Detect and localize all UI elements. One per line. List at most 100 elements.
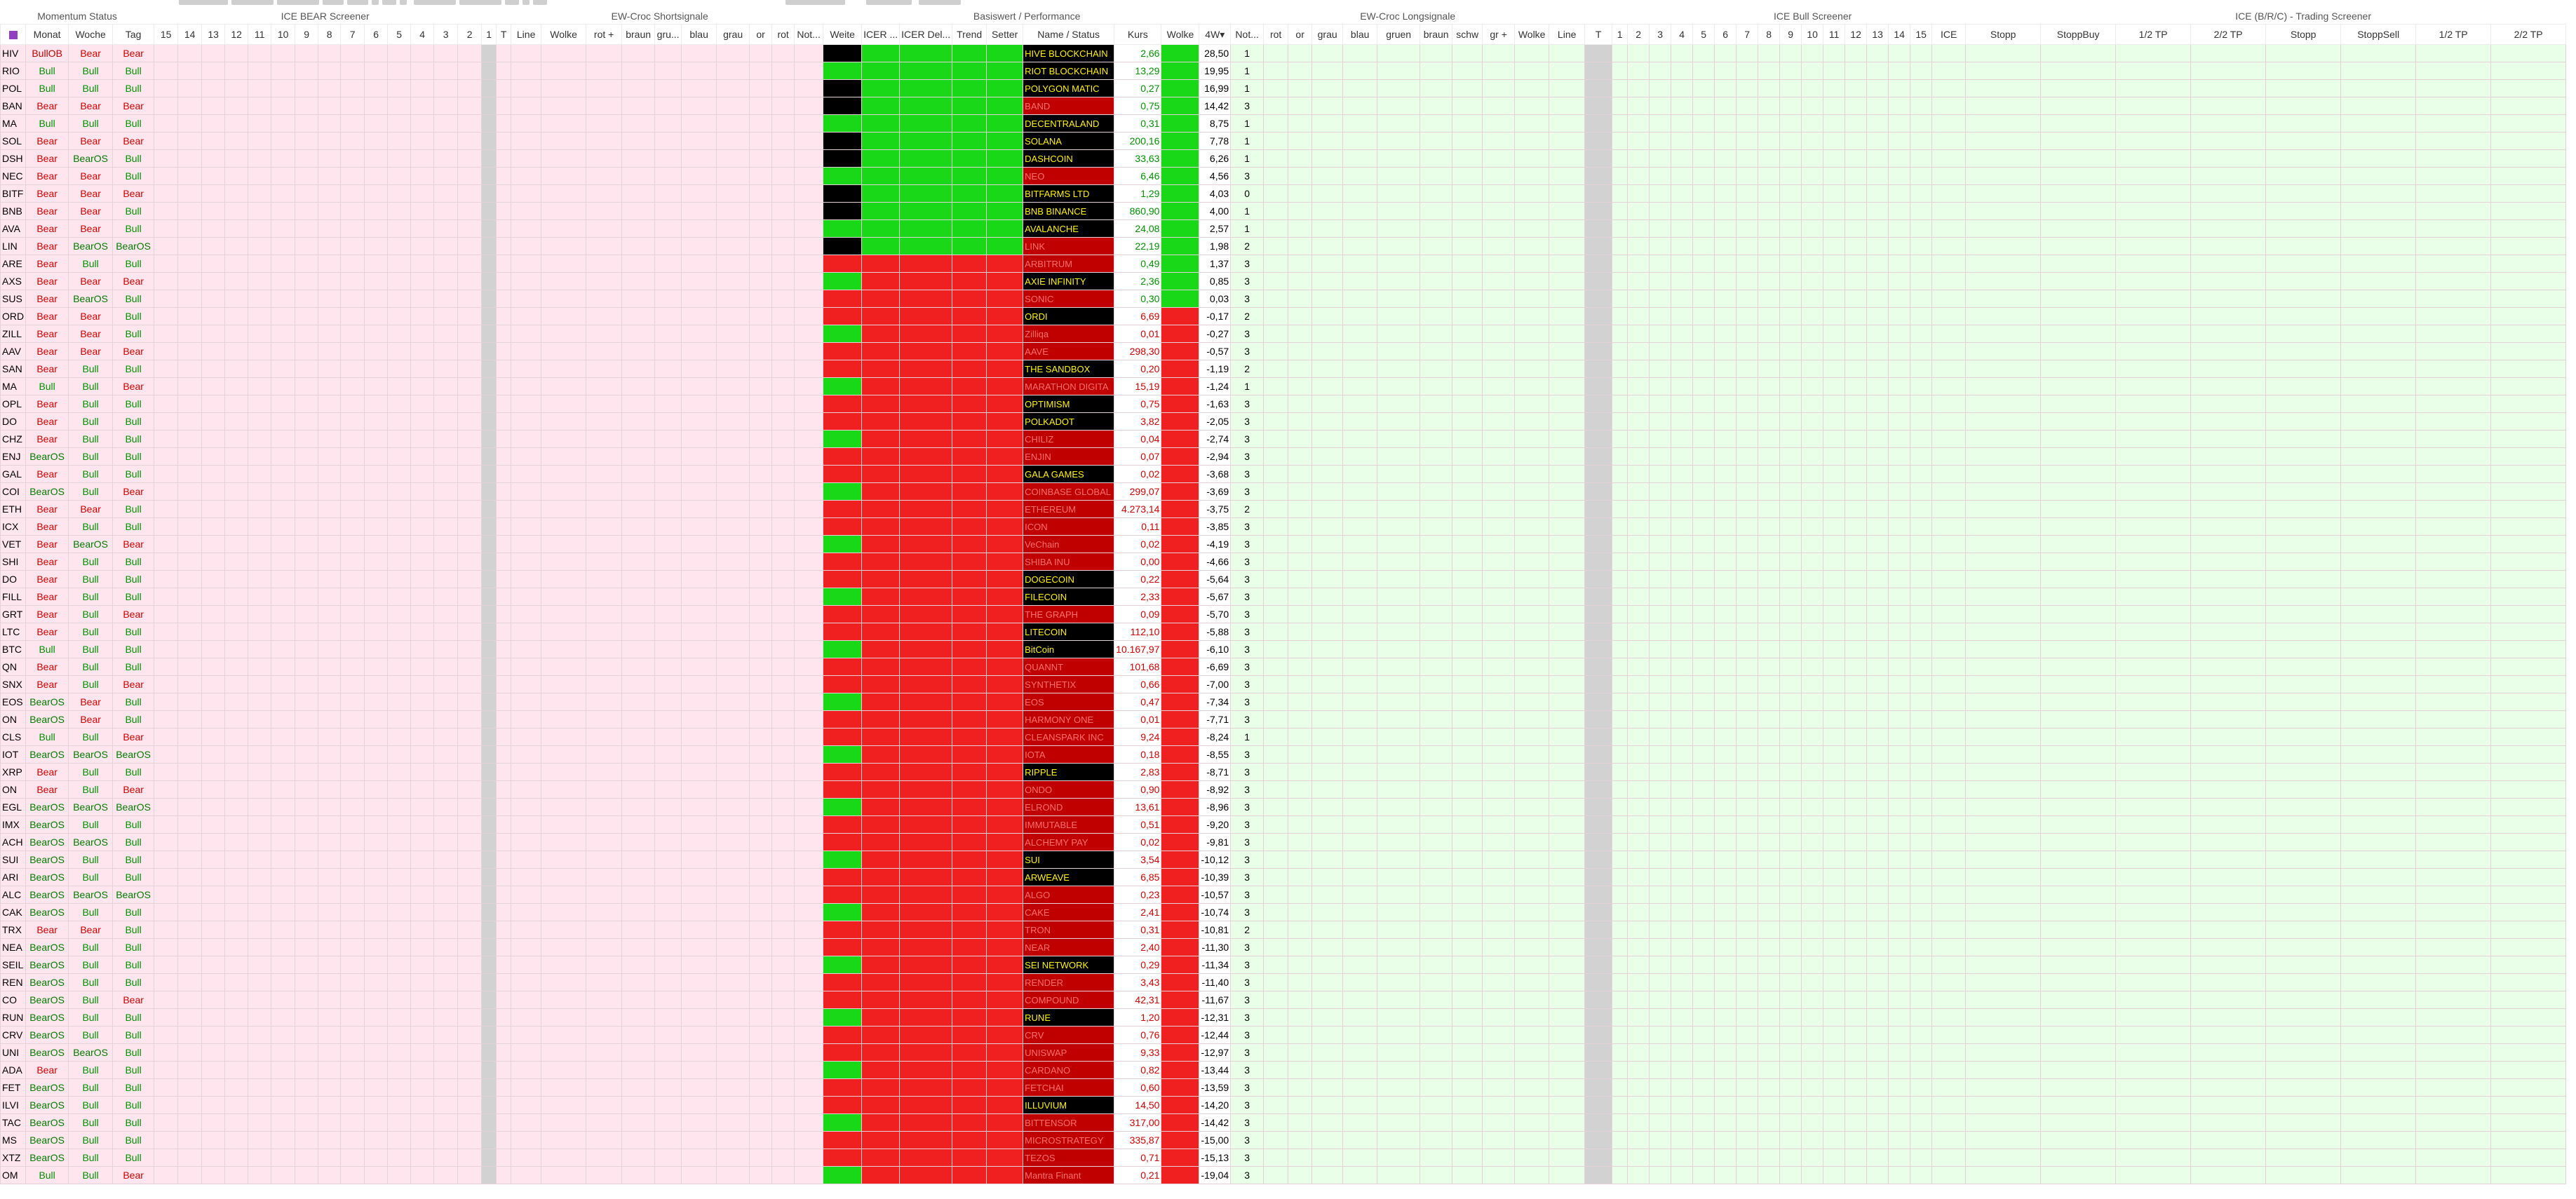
table-row[interactable]: IMX BearOS Bull Bull IMMUTABLE 0,51 -9,20 3: [0, 815, 2567, 834]
name-status-cell[interactable]: QUANNT: [1023, 658, 1115, 676]
table-row[interactable]: TAC BearOS Bull Bull BITTENSOR 317,00 -14,42 3: [0, 1113, 2567, 1132]
ticker-cell[interactable]: RIO: [0, 62, 27, 80]
name-status-cell[interactable]: SONIC: [1023, 290, 1115, 308]
name-status-cell[interactable]: BITFARMS LTD: [1023, 184, 1115, 203]
ticker-cell[interactable]: CLS: [0, 728, 27, 746]
name-status-cell[interactable]: ILLUVIUM: [1023, 1096, 1115, 1114]
name-status-cell[interactable]: POLYGON MATIC: [1023, 79, 1115, 97]
table-row[interactable]: LIN Bear BearOS BearOS LINK 22,19 1,98 2: [0, 237, 2567, 255]
table-row[interactable]: ENJ BearOS Bull Bull ENJIN 0,07 -2,94 3: [0, 447, 2567, 466]
name-status-cell[interactable]: LITECOIN: [1023, 623, 1115, 641]
column-header[interactable]: blau: [1342, 24, 1378, 45]
toolbar-button[interactable]: [414, 0, 456, 5]
table-row[interactable]: AAV Bear Bear Bear AAVE 298,30 -0,57 3: [0, 342, 2567, 360]
name-status-cell[interactable]: AVALANCHE: [1023, 219, 1115, 238]
column-header[interactable]: 2: [457, 24, 483, 45]
column-header[interactable]: Wolke: [1161, 24, 1200, 45]
name-status-cell[interactable]: SUI: [1023, 851, 1115, 869]
ticker-cell[interactable]: DSH: [0, 149, 27, 168]
name-status-cell[interactable]: RUNE: [1023, 1008, 1115, 1027]
ticker-cell[interactable]: SEIL: [0, 956, 27, 974]
column-header[interactable]: Stopp: [2265, 24, 2342, 45]
table-row[interactable]: GRT Bear Bull Bear THE GRAPH 0,09 -5,70 3: [0, 605, 2567, 623]
ticker-cell[interactable]: QN: [0, 658, 27, 676]
ticker-cell[interactable]: ZILL: [0, 325, 27, 343]
ticker-cell[interactable]: CAK: [0, 903, 27, 921]
ticker-cell[interactable]: IMX: [0, 815, 27, 834]
toolbar-button[interactable]: [400, 0, 407, 5]
ticker-cell[interactable]: SOL: [0, 132, 27, 150]
name-status-cell[interactable]: MARATHON DIGITA: [1023, 377, 1115, 395]
table-row[interactable]: XRP Bear Bull Bull RIPPLE 2,83 -8,71 3: [0, 763, 2567, 781]
column-header[interactable]: Wolke: [541, 24, 587, 45]
ticker-cell[interactable]: ON: [0, 710, 27, 729]
column-header[interactable]: or: [749, 24, 773, 45]
ticker-cell[interactable]: MA: [0, 114, 27, 133]
table-row[interactable]: BAN Bear Bear Bear BAND 0,75 14,42 3: [0, 97, 2567, 115]
toolbar-button[interactable]: [382, 0, 396, 5]
column-header[interactable]: 2/2 TP: [2190, 24, 2267, 45]
table-row[interactable]: DO Bear Bull Bull POLKADOT 3,82 -2,05 3: [0, 412, 2567, 431]
column-header[interactable]: Wolke: [1514, 24, 1550, 45]
column-header[interactable]: Name / Status: [1023, 24, 1115, 45]
column-header[interactable]: Not...: [1230, 24, 1265, 45]
column-header[interactable]: schw: [1452, 24, 1483, 45]
name-status-cell[interactable]: Zilliqa: [1023, 325, 1115, 343]
column-header[interactable]: Setter: [986, 24, 1024, 45]
name-status-cell[interactable]: SHIBA INU: [1023, 553, 1115, 571]
name-status-cell[interactable]: MICROSTRATEGY: [1023, 1131, 1115, 1149]
ticker-cell[interactable]: ENJ: [0, 447, 27, 466]
column-header[interactable]: rot: [771, 24, 795, 45]
name-status-cell[interactable]: AXIE INFINITY: [1023, 272, 1115, 290]
name-status-cell[interactable]: IOTA: [1023, 745, 1115, 764]
column-header[interactable]: grau: [716, 24, 750, 45]
table-row[interactable]: VET Bear BearOS Bear VeChain 0,02 -4,19 3: [0, 535, 2567, 553]
table-row[interactable]: POL Bull Bull Bull POLYGON MATIC 0,27 16,99 1: [0, 79, 2567, 97]
name-status-cell[interactable]: COINBASE GLOBAL: [1023, 482, 1115, 501]
toolbar-button[interactable]: [785, 0, 845, 5]
column-header[interactable]: 14: [1888, 24, 1911, 45]
table-row[interactable]: ZILL Bear Bear Bull Zilliqa 0,01 -0,27 3: [0, 325, 2567, 343]
column-header[interactable]: 1/2 TP: [2415, 24, 2492, 45]
table-row[interactable]: EOS BearOS Bear Bull EOS 0,47 -7,34 3: [0, 693, 2567, 711]
ticker-cell[interactable]: EOS: [0, 693, 27, 711]
name-status-cell[interactable]: BAND: [1023, 97, 1115, 115]
name-status-cell[interactable]: POLKADOT: [1023, 412, 1115, 431]
name-status-cell[interactable]: SEI NETWORK: [1023, 956, 1115, 974]
name-status-cell[interactable]: CAKE: [1023, 903, 1115, 921]
table-row[interactable]: MA Bull Bull Bull DECENTRALAND 0,31 8,75 1: [0, 114, 2567, 133]
column-header[interactable]: Monat: [25, 24, 69, 45]
column-header[interactable]: gr +: [1482, 24, 1516, 45]
column-header[interactable]: 4: [1671, 24, 1694, 45]
name-status-cell[interactable]: COMPOUND: [1023, 991, 1115, 1009]
ticker-cell[interactable]: ETH: [0, 500, 27, 518]
name-status-cell[interactable]: TEZOS: [1023, 1149, 1115, 1167]
table-row[interactable]: RUN BearOS Bull Bull RUNE 1,20 -12,31 3: [0, 1008, 2567, 1027]
name-status-cell[interactable]: RENDER: [1023, 973, 1115, 991]
table-row[interactable]: CHZ Bear Bull Bull CHILIZ 0,04 -2,74 3: [0, 430, 2567, 448]
column-header[interactable]: braun: [621, 24, 656, 45]
ticker-cell[interactable]: LIN: [0, 237, 27, 255]
table-row[interactable]: IOT BearOS BearOS BearOS IOTA 0,18 -8,55 3: [0, 745, 2567, 764]
ticker-cell[interactable]: IOT: [0, 745, 27, 764]
name-status-cell[interactable]: SOLANA: [1023, 132, 1115, 150]
ticker-cell[interactable]: NEA: [0, 938, 27, 956]
toolbar-button[interactable]: [919, 0, 961, 5]
table-row[interactable]: NEA BearOS Bull Bull NEAR 2,40 -11,30 3: [0, 938, 2567, 956]
table-row[interactable]: AVA Bear Bear Bull AVALANCHE 24,08 2,57 1: [0, 219, 2567, 238]
table-row[interactable]: LTC Bear Bull Bull LITECOIN 112,10 -5,88 3: [0, 623, 2567, 641]
table-row[interactable]: AXS Bear Bear Bear AXIE INFINITY 2,36 0,85 3: [0, 272, 2567, 290]
table-row[interactable]: SHI Bear Bull Bull SHIBA INU 0,00 -4,66 3: [0, 553, 2567, 571]
ticker-cell[interactable]: UNI: [0, 1043, 27, 1062]
table-row[interactable]: BTC Bull Bull Bull BitCoin 10.167,97 -6,10 3: [0, 640, 2567, 658]
column-header[interactable]: 7: [340, 24, 365, 45]
column-header[interactable]: 3: [1649, 24, 1672, 45]
toolbar-button[interactable]: [505, 0, 519, 5]
column-header[interactable]: 9: [295, 24, 319, 45]
ticker-cell[interactable]: OM: [0, 1166, 27, 1184]
table-row[interactable]: SUI BearOS Bull Bull SUI 3,54 -10,12 3: [0, 851, 2567, 869]
column-header[interactable]: grau: [1311, 24, 1344, 45]
column-header[interactable]: 9: [1779, 24, 1802, 45]
column-header[interactable]: 15: [154, 24, 179, 45]
table-row[interactable]: SUS Bear BearOS Bull SONIC 0,30 0,03 3: [0, 290, 2567, 308]
